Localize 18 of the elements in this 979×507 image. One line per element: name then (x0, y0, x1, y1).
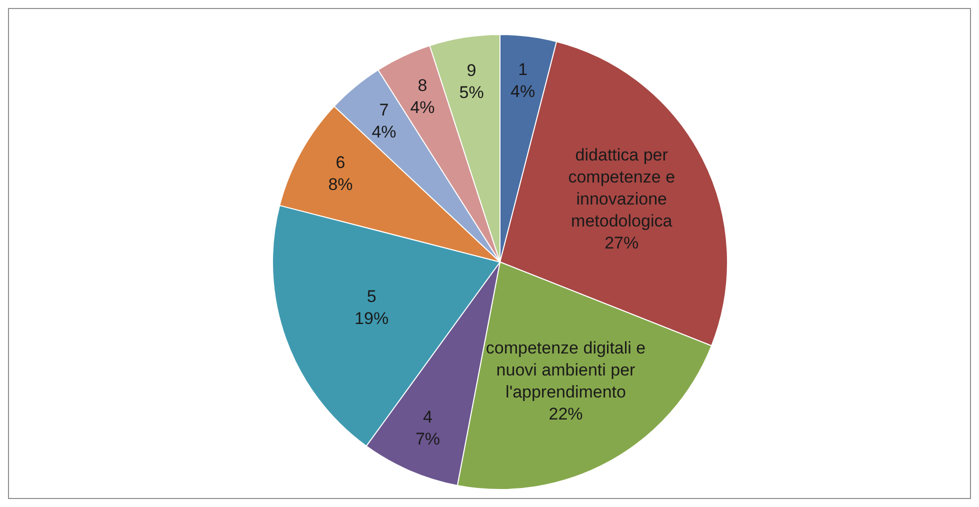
slice-label: 7 (379, 100, 389, 120)
slice-label: didattica per competenze e innovazione metodologica (568, 146, 676, 231)
slice-label: 6 (336, 153, 346, 172)
data-label: 4% (372, 122, 396, 142)
data-label: 8% (328, 175, 353, 194)
data-label: 27% (604, 234, 639, 253)
data-label: 7% (415, 430, 440, 449)
slice-label: 1 (518, 60, 528, 80)
data-label: 19% (354, 308, 389, 328)
data-label: 4% (510, 82, 536, 102)
slice-label: 8 (418, 76, 428, 96)
data-label: 5% (459, 82, 484, 102)
slice-label: competenze digitali e nuovi ambienti per l'apprendimento (486, 338, 646, 402)
slice-label: 4 (422, 408, 432, 427)
slice-label: 5 (366, 286, 376, 306)
data-label: 22% (548, 404, 583, 424)
slice-label: 9 (466, 60, 476, 80)
data-label: 4% (410, 98, 435, 118)
